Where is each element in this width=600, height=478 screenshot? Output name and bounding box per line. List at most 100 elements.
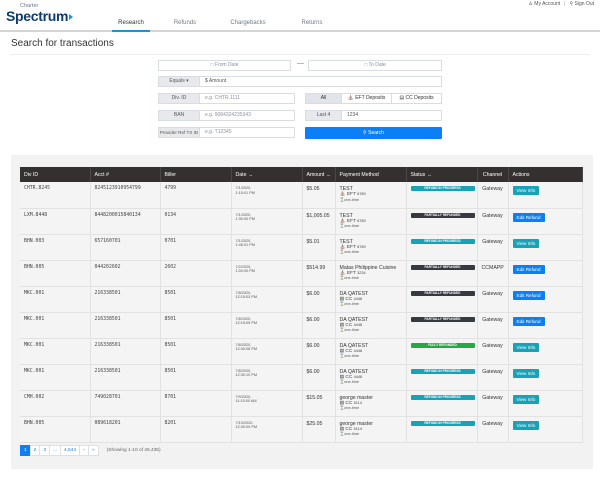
view-info-button[interactable]: View Info bbox=[512, 342, 540, 352]
view-info-button[interactable]: View Info bbox=[512, 394, 540, 404]
filter-eft-toggle[interactable]: ⛪ EFT Deposits bbox=[341, 93, 392, 104]
my-account-link[interactable]: ♙ My Account bbox=[528, 1, 560, 7]
amount-operator-dropdown[interactable]: Equals ▾ bbox=[158, 76, 200, 87]
payment-type: ▤ CC 5114 bbox=[340, 427, 402, 433]
view-info-button[interactable]: View Info bbox=[512, 186, 540, 195]
search-icon: ⚲ bbox=[363, 130, 367, 136]
view-info-button[interactable]: View Info bbox=[512, 420, 540, 430]
tab-chargebacks[interactable]: Chargebacks bbox=[230, 20, 266, 26]
payment-frequency: ⌛one-time bbox=[340, 432, 402, 437]
from-date-input[interactable]: □ From Date bbox=[158, 60, 291, 71]
time-text: 12:30:08 PM bbox=[235, 347, 258, 352]
tab-returns[interactable]: Returns bbox=[301, 20, 323, 26]
sort-icon: ↔ bbox=[248, 171, 253, 177]
credit-card-icon: ▤ bbox=[399, 95, 405, 101]
filter-cc-toggle[interactable]: ▤ CC Deposits bbox=[391, 93, 442, 104]
search-button[interactable]: ⚲ Search bbox=[305, 127, 442, 139]
user-icon: ♙ bbox=[528, 1, 533, 7]
status-badge: PARTIALLY REFUNDED bbox=[410, 212, 475, 218]
payment-method-cell: TEST ⛪ EFT 6789 ⌛one-time bbox=[335, 234, 407, 261]
view-info-button[interactable]: View Info bbox=[512, 238, 540, 248]
payment-frequency: ⌛one-time bbox=[340, 276, 402, 281]
bank-icon: ⛪ bbox=[347, 95, 354, 101]
payer-name: TEST bbox=[339, 238, 353, 245]
actions-cell: View Info bbox=[508, 364, 583, 391]
amount-input[interactable]: $ Amount bbox=[199, 76, 442, 87]
status-cell: REFUND IN PROGRESS bbox=[406, 182, 478, 209]
edit-refund-button[interactable]: Edit Refund bbox=[512, 264, 545, 274]
time-text: 1:00:00 PM bbox=[235, 269, 255, 274]
div-id-input[interactable]: e.g. CHTR.1111 bbox=[199, 93, 295, 104]
payment-frequency: ⌛one-time bbox=[340, 354, 402, 359]
payment-type-label: EFT bbox=[346, 218, 356, 224]
date-cell: 7/8/2020, 12:15:05 PM bbox=[231, 312, 303, 339]
payment-frequency: ⌛one-time bbox=[340, 328, 402, 333]
payment-last-digits: 3234 bbox=[357, 270, 366, 275]
view-info-button[interactable]: View Info bbox=[512, 368, 540, 378]
payment-type: ▤ CC 5114 bbox=[340, 401, 402, 407]
hourglass-icon: ⌛ bbox=[339, 432, 345, 436]
biller-cell: 8501 bbox=[160, 338, 232, 365]
amount-cell: $1,005.05 bbox=[302, 208, 336, 235]
payer-name: DA QATEST bbox=[339, 316, 369, 323]
main-nav: Research Refunds Chargebacks Returns bbox=[112, 18, 333, 32]
amount-cell: $5.05 bbox=[302, 182, 336, 209]
col-date[interactable]: Date ↔ bbox=[231, 167, 303, 182]
actions-cell: View Info bbox=[508, 234, 583, 261]
date-cell: 7/10/2020, 12:30:00 PM bbox=[231, 416, 303, 443]
provider-ref-input[interactable]: e.g. T12345 bbox=[199, 127, 295, 138]
payment-type-label: CC bbox=[345, 322, 353, 328]
logo-arrow-icon bbox=[69, 14, 74, 21]
hourglass-icon: ⌛ bbox=[339, 276, 345, 280]
from-date-placeholder: From Date bbox=[214, 62, 239, 68]
status-cell: PARTIALLY REFUNDED bbox=[406, 286, 478, 313]
hourglass-icon: ⌛ bbox=[339, 354, 345, 358]
credit-card-icon: ▤ bbox=[339, 296, 345, 302]
date-text: 7/1/2020, bbox=[235, 186, 252, 190]
last4-label: Last 4 bbox=[305, 110, 342, 121]
div-id-cell: BHN.003 bbox=[20, 234, 91, 261]
last4-input[interactable]: 1234 bbox=[341, 110, 442, 121]
hourglass-icon: ⌛ bbox=[339, 224, 345, 228]
amount-cell: $6.00 bbox=[302, 364, 336, 391]
page-last-number[interactable]: 4,544 bbox=[60, 445, 81, 456]
tab-research[interactable]: Research bbox=[112, 18, 150, 32]
biller-cell: 8501 bbox=[160, 364, 232, 391]
col-status[interactable]: Status ↔ bbox=[406, 167, 478, 182]
amount-cell: $5.01 bbox=[302, 234, 336, 261]
page-title: Search for transactions bbox=[11, 38, 114, 49]
payment-method-cell: TEST ⛪ EFT 6789 ⌛one-time bbox=[335, 182, 407, 209]
sign-out-link[interactable]: ⚲ Sign Out bbox=[569, 1, 594, 7]
status-cell: PARTIALLY REFUNDED bbox=[406, 312, 478, 339]
ban-input[interactable]: e.g. 9084324235343 bbox=[199, 110, 295, 121]
to-date-input[interactable]: □ To Date bbox=[308, 60, 442, 71]
col-amount[interactable]: Amount ↔ bbox=[302, 167, 336, 182]
div-id-cell: MKC.001 bbox=[20, 338, 91, 365]
payment-frequency: ⌛one-time bbox=[340, 406, 402, 411]
payer-name: TEST bbox=[339, 212, 353, 219]
col-status-label: Status bbox=[410, 171, 426, 178]
payment-frequency: ⌛one-time bbox=[340, 302, 402, 307]
edit-refund-button[interactable]: Edit Refund bbox=[512, 316, 545, 326]
time-text: 1:45:01 PM bbox=[235, 243, 255, 248]
hourglass-icon: ⌛ bbox=[339, 250, 345, 254]
cc-label: CC Deposits bbox=[405, 95, 434, 101]
payment-last-digits: 5114 bbox=[353, 400, 362, 405]
payment-method-cell: DA QATEST ▤ CC 4448 ⌛one-time bbox=[335, 338, 407, 365]
channel-cell: Gateway bbox=[477, 286, 509, 313]
hourglass-icon: ⌛ bbox=[339, 197, 345, 202]
results-panel: Div ID Acct # Biller Date ↔ Amount ↔ Payme… bbox=[11, 155, 593, 469]
credit-card-icon: ▤ bbox=[339, 322, 345, 328]
channel-cell: Gateway bbox=[477, 364, 509, 391]
pagination: 1 2 3 ... 4,544 › » (Showing 1-10 of 45,… bbox=[20, 445, 161, 456]
credit-card-icon: ▤ bbox=[339, 400, 345, 406]
edit-refund-button[interactable]: Edit Refund bbox=[512, 212, 545, 222]
last-page-button[interactable]: » bbox=[88, 445, 99, 456]
channel-cell: Gateway bbox=[477, 312, 509, 339]
tab-refunds[interactable]: Refunds bbox=[173, 20, 197, 26]
table-row: CHTR.8245 8245123910954799 4799 7/1/2020, 1:… bbox=[20, 182, 583, 209]
filter-all-toggle[interactable]: All bbox=[305, 93, 342, 104]
frequency-label: one-time bbox=[344, 276, 360, 280]
edit-refund-button[interactable]: Edit Refund bbox=[512, 290, 545, 300]
col-actions: Actions bbox=[508, 167, 583, 182]
